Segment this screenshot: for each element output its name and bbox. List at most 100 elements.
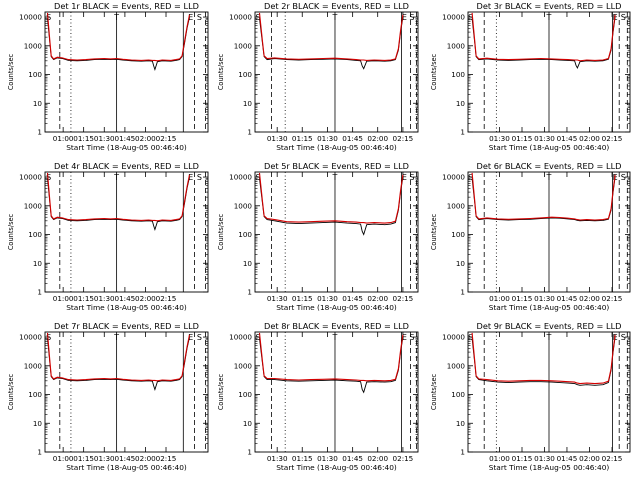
x-tick-label: 01:30 [534, 454, 555, 463]
y-tick-label: 1 [247, 128, 252, 137]
y-tick-label: 100 [238, 70, 252, 79]
y-tick-label: 10 [33, 419, 43, 428]
x-axis-label: Start Time (18-Aug-05 00:46:40) [66, 143, 187, 152]
x-tick-label: 01:15 [292, 294, 313, 303]
x-tick-label: 02:15 [602, 294, 623, 303]
x-tick-label: 02:15 [156, 134, 177, 143]
x-tick-label: 02:15 [393, 134, 414, 143]
x-tick-label: 01:30 [267, 454, 288, 463]
plot-frame [44, 171, 209, 293]
plot-frame [254, 171, 419, 293]
event-marker-label: S [255, 173, 260, 182]
y-axis-label: Counts/sec [7, 53, 15, 90]
x-tick-label: 01:15 [512, 134, 533, 143]
event-marker-label: S [409, 13, 414, 22]
plot-frame [254, 11, 419, 133]
x-tick-label: 01:15 [73, 134, 94, 143]
chart-title: Det 2r BLACK = Events, RED = LLD [264, 1, 409, 11]
y-tick-label: 1 [37, 128, 42, 137]
chart-title: Det 3r BLACK = Events, RED = LLD [477, 1, 622, 11]
event-marker-label: S [197, 13, 202, 22]
chart-title: Det 6r BLACK = Events, RED = LLD [477, 161, 622, 171]
y-tick-label: 1000 [447, 361, 466, 370]
event-marker-label: T [546, 13, 552, 22]
x-axis-label: Start Time (18-Aug-05 00:46:40) [489, 143, 610, 152]
event-marker-label: S [621, 333, 626, 342]
x-tick-label: 02:00 [135, 454, 156, 463]
y-tick-label: 100 [28, 70, 42, 79]
lld-series-line [46, 172, 191, 222]
chart-title: Det 8r BLACK = Events, RED = LLD [264, 321, 409, 331]
x-tick-label: 02:00 [367, 294, 388, 303]
x-tick-label: 02:15 [393, 454, 414, 463]
det-panel: Det 2r BLACK = Events, RED = LLD 1 10 100 10… [217, 1, 419, 152]
event-marker-label: E [188, 333, 193, 342]
x-tick-label: 02:00 [367, 134, 388, 143]
x-tick-label: 01:15 [512, 294, 533, 303]
x-axis-label: Start Time (18-Aug-05 00:46:40) [66, 463, 187, 472]
event-marker-label: T [332, 13, 338, 22]
event-marker-label: S [46, 13, 51, 22]
events-series-line [47, 17, 190, 71]
event-marker-label: E [188, 173, 193, 182]
x-tick-label: 02:15 [602, 454, 623, 463]
y-tick-label: 1000 [234, 201, 253, 210]
x-axis-label: Start Time (18-Aug-05 00:46:40) [489, 463, 610, 472]
y-tick-label: 1000 [24, 41, 43, 50]
events-series-line [471, 337, 616, 386]
y-tick-label: 1000 [447, 201, 466, 210]
x-axis-label: Start Time (18-Aug-05 00:46:40) [489, 303, 610, 312]
event-marker-label: T [332, 333, 338, 342]
y-tick-label: 10000 [229, 13, 252, 22]
y-tick-label: 100 [451, 70, 465, 79]
y-tick-label: 100 [238, 390, 252, 399]
chart-title: Det 9r BLACK = Events, RED = LLD [477, 321, 622, 331]
event-marker-label: T [113, 13, 119, 22]
y-axis-label: Counts/sec [7, 213, 15, 250]
det-panel: Det 6r BLACK = Events, RED = LLD 1 10 100 10… [430, 161, 631, 312]
x-tick-label: 02:15 [156, 294, 177, 303]
y-tick-label: 10000 [442, 173, 465, 182]
y-tick-label: 100 [451, 230, 465, 239]
event-marker-label: S [468, 13, 473, 22]
y-axis-label: Counts/sec [217, 53, 225, 90]
y-tick-label: 100 [28, 390, 42, 399]
x-tick-label: 02:00 [135, 134, 156, 143]
chart-title: Det 1r BLACK = Events, RED = LLD [54, 1, 199, 11]
x-tick-label: 01:30 [534, 134, 555, 143]
event-marker-label: S [255, 333, 260, 342]
x-tick-label: 01:45 [115, 294, 136, 303]
x-tick-label: 01:30 [267, 134, 288, 143]
y-tick-label: 10000 [442, 333, 465, 342]
x-tick-label: 01:45 [115, 454, 136, 463]
x-tick-label: 01:30 [94, 294, 115, 303]
event-marker-label: S [621, 13, 626, 22]
y-axis-label: Counts/sec [430, 373, 438, 410]
x-tick-label: 01:30 [534, 294, 555, 303]
x-tick-label: 01:45 [557, 454, 578, 463]
y-tick-label: 10000 [442, 13, 465, 22]
lld-series-line [46, 12, 191, 62]
x-tick-label: 01:30 [489, 134, 510, 143]
event-marker-label: S [197, 333, 202, 342]
y-tick-label: 10000 [19, 333, 42, 342]
y-tick-label: 1000 [447, 41, 466, 50]
y-tick-label: 100 [28, 230, 42, 239]
events-series-line [259, 337, 404, 394]
event-marker-label: E [188, 13, 193, 22]
y-tick-label: 1 [247, 288, 252, 297]
plot-frame [44, 11, 209, 133]
det-panel: Det 8r BLACK = Events, RED = LLD 1 10 100 10… [217, 321, 419, 472]
x-tick-label: 01:45 [115, 134, 136, 143]
event-marker-label: T [546, 173, 552, 182]
x-tick-label: 01:30 [317, 134, 338, 143]
event-marker-label: S [468, 173, 473, 182]
x-tick-label: 01:00 [53, 294, 74, 303]
x-tick-label: 01:30 [317, 454, 338, 463]
det-panel: Det 3r BLACK = Events, RED = LLD 1 10 100 10… [430, 1, 631, 152]
lld-series-line [471, 332, 616, 385]
lld-series-line [471, 12, 616, 62]
y-axis-label: Counts/sec [7, 373, 15, 410]
det-panel: Det 1r BLACK = Events, RED = LLD 1 10 100 10… [7, 1, 209, 152]
